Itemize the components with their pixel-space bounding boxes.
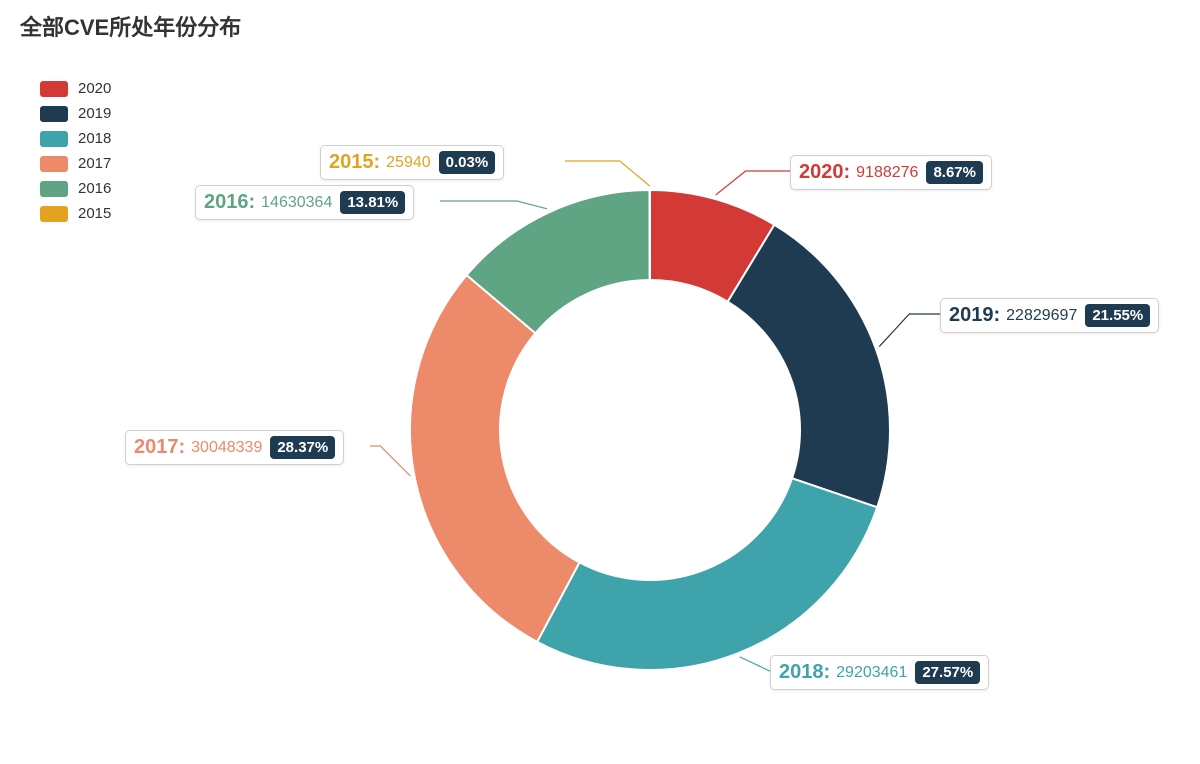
callout-pct-badge: 27.57% (915, 661, 980, 684)
callout-value: 9188276 (856, 164, 918, 182)
callout-value: 30048339 (191, 439, 262, 457)
callout-2015: 2015: 25940 0.03% (320, 145, 504, 180)
chart-container: 全部CVE所处年份分布 202020192018201720162015 202… (0, 0, 1200, 764)
donut-chart (0, 0, 1200, 764)
callout-year: 2019: (949, 304, 1000, 327)
leader-2015 (565, 161, 650, 186)
callout-2017: 2017: 30048339 28.37% (125, 430, 344, 465)
callout-value: 22829697 (1006, 307, 1077, 325)
callout-pct-badge: 21.55% (1085, 304, 1150, 327)
donut-slice-2017[interactable] (410, 275, 579, 642)
leader-2018 (740, 657, 770, 671)
leader-2019 (879, 314, 940, 347)
callout-value: 14630364 (261, 194, 332, 212)
callout-value: 29203461 (836, 664, 907, 682)
callout-pct-badge: 28.37% (270, 436, 335, 459)
callout-2018: 2018: 29203461 27.57% (770, 655, 989, 690)
callout-pct-badge: 0.03% (439, 151, 496, 174)
callout-value: 25940 (386, 154, 431, 172)
callout-year: 2017: (134, 436, 185, 459)
callout-year: 2016: (204, 191, 255, 214)
callout-2016: 2016: 14630364 13.81% (195, 185, 414, 220)
callout-year: 2015: (329, 151, 380, 174)
callout-pct-badge: 13.81% (340, 191, 405, 214)
callout-pct-badge: 8.67% (926, 161, 983, 184)
leader-2017 (370, 446, 410, 476)
callout-2019: 2019: 22829697 21.55% (940, 298, 1159, 333)
leader-2020 (716, 171, 790, 195)
leader-2016 (440, 201, 547, 209)
callout-year: 2018: (779, 661, 830, 684)
donut-slice-2019[interactable] (728, 225, 890, 508)
donut-slice-2018[interactable] (537, 478, 877, 670)
callout-2020: 2020: 9188276 8.67% (790, 155, 992, 190)
callout-year: 2020: (799, 161, 850, 184)
